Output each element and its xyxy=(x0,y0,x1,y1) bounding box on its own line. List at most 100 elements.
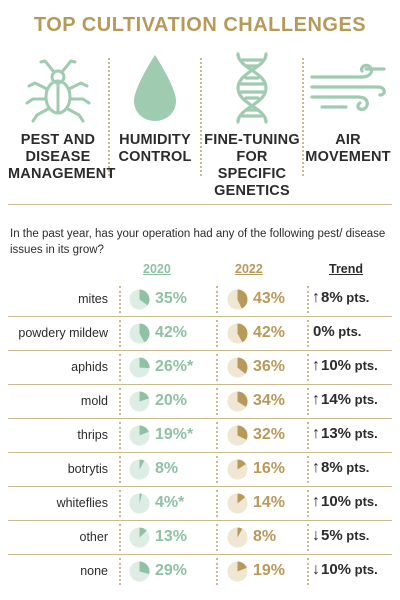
divider xyxy=(119,388,121,415)
trend-unit: pts. xyxy=(351,358,378,373)
divider xyxy=(216,524,218,551)
table-row: mold 20% 34% ↑14% pts. xyxy=(8,385,392,419)
value-2022: 42% xyxy=(253,324,286,341)
trend-arrow-icon: ↑ xyxy=(312,289,320,306)
value-2020: 20% xyxy=(155,392,188,409)
trend-number: 10% xyxy=(321,357,352,374)
challenge-air: AIR MOVEMENT xyxy=(304,50,392,195)
divider xyxy=(119,456,121,483)
value-2022: 14% xyxy=(253,494,286,511)
trend-value: ↑8% pts. xyxy=(312,459,369,477)
challenge-label: AIR MOVEMENT xyxy=(305,132,391,165)
issue-name: whiteflies xyxy=(56,496,108,510)
table-row: botrytis 8% 16% ↑8% pts. xyxy=(8,453,392,487)
trend-value: ↑13% pts. xyxy=(312,425,378,443)
issue-name: mites xyxy=(78,292,108,306)
challenge-label: PEST AND DISEASE MANAGEMENT xyxy=(8,132,116,182)
column-header-2020: 2020 xyxy=(143,262,171,276)
divider xyxy=(119,490,121,517)
divider xyxy=(307,422,309,449)
value-2020: 8% xyxy=(155,460,179,477)
pie-2022 xyxy=(227,425,248,446)
column-header-trend: Trend xyxy=(329,262,364,276)
pie-2022 xyxy=(227,493,248,514)
value-2022: 34% xyxy=(253,392,286,409)
table-row: whiteflies 4%* 14% ↑10% pts. xyxy=(8,487,392,521)
issue-name: powdery mildew xyxy=(18,326,108,340)
divider xyxy=(307,286,309,313)
trend-unit: pts. xyxy=(351,392,378,407)
issue-name: thrips xyxy=(77,428,108,442)
trend-arrow-icon: ↑ xyxy=(312,357,320,374)
divider xyxy=(119,286,121,313)
water-drop-icon xyxy=(110,50,200,125)
pie-2020 xyxy=(129,391,150,412)
challenge-label: HUMIDITY CONTROL xyxy=(118,132,192,165)
divider xyxy=(119,524,121,551)
table-row: mites 35% 43% ↑8% pts. xyxy=(8,283,392,317)
value-2022: 16% xyxy=(253,460,286,477)
bug-icon xyxy=(8,50,108,125)
pie-2022 xyxy=(227,289,248,310)
divider xyxy=(307,456,309,483)
challenges-row: PEST AND DISEASE MANAGEMENT HUMIDITY CON… xyxy=(8,50,392,199)
issue-name: none xyxy=(80,564,108,578)
divider xyxy=(307,490,309,517)
pie-2020 xyxy=(129,527,150,548)
trend-unit: pts. xyxy=(351,562,378,577)
trend-arrow-icon: ↑ xyxy=(312,425,320,442)
divider xyxy=(119,320,121,347)
issue-name: other xyxy=(79,530,109,544)
value-2020: 13% xyxy=(155,528,188,545)
divider xyxy=(119,354,121,381)
trend-unit: pts. xyxy=(342,460,370,475)
trend-arrow-icon: ↓ xyxy=(312,527,320,544)
trend-value: ↑8% pts. xyxy=(312,289,369,307)
section-divider xyxy=(8,204,392,205)
pie-2020 xyxy=(129,459,150,480)
table-row: aphids 26%* 36% ↑10% pts. xyxy=(8,351,392,385)
pie-2020 xyxy=(129,323,150,344)
pie-2020 xyxy=(129,357,150,378)
trend-arrow-icon: ↑ xyxy=(312,459,320,476)
divider xyxy=(307,558,309,585)
divider xyxy=(119,558,121,585)
divider xyxy=(216,286,218,313)
trend-number: 0% xyxy=(313,323,335,340)
trend-number: 5% xyxy=(321,527,343,544)
table-row: thrips 19%* 32% ↑13% pts. xyxy=(8,419,392,453)
column-header-2022: 2022 xyxy=(235,262,263,276)
divider xyxy=(216,456,218,483)
divider xyxy=(307,524,309,551)
trend-number: 10% xyxy=(321,493,352,510)
trend-arrow-icon: ↓ xyxy=(312,561,320,578)
value-2020: 26%* xyxy=(155,358,194,375)
dna-icon xyxy=(202,50,302,125)
pie-2020 xyxy=(129,561,150,582)
divider xyxy=(216,320,218,347)
value-2020: 35% xyxy=(155,290,188,307)
divider xyxy=(216,558,218,585)
trend-number: 14% xyxy=(321,391,352,408)
value-2020: 4%* xyxy=(155,494,185,511)
trend-unit: pts. xyxy=(342,290,370,305)
issue-name: botrytis xyxy=(67,462,108,476)
issue-name: aphids xyxy=(71,360,108,374)
value-2022: 8% xyxy=(253,528,277,545)
divider xyxy=(216,388,218,415)
divider xyxy=(307,354,309,381)
table-row: none 29% 19% ↓10% pts. xyxy=(8,555,392,589)
trend-unit: pts. xyxy=(342,528,370,543)
divider xyxy=(108,58,110,176)
pie-2022 xyxy=(227,391,248,412)
trend-number: 8% xyxy=(321,289,343,306)
divider xyxy=(307,388,309,415)
trend-number: 13% xyxy=(321,425,352,442)
issues-table: mites 35% 43% ↑8% pts. powdery mildew 42… xyxy=(8,283,392,589)
value-2022: 19% xyxy=(253,562,286,579)
divider xyxy=(200,58,202,176)
trend-arrow-icon: ↑ xyxy=(312,391,320,408)
divider xyxy=(216,422,218,449)
survey-question: In the past year, has your operation had… xyxy=(10,228,386,256)
pie-2020 xyxy=(129,425,150,446)
